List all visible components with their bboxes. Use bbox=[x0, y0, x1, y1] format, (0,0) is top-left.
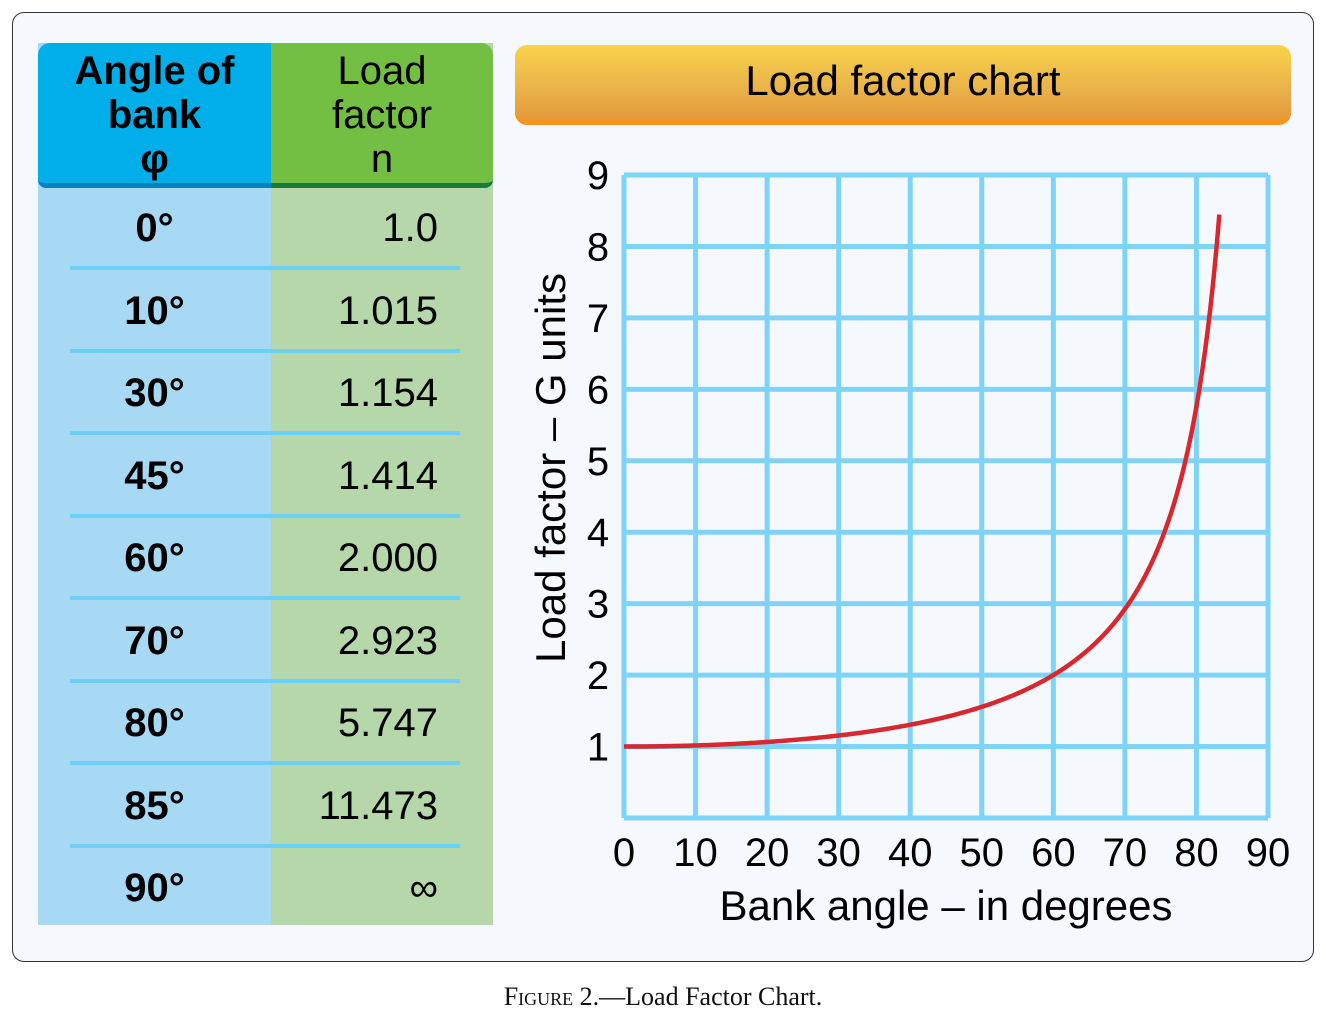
x-tick-label: 60 bbox=[1031, 831, 1076, 875]
y-tick-label: 4 bbox=[587, 511, 609, 555]
bank-angle: 60° bbox=[124, 536, 185, 580]
x-tick-label: 70 bbox=[1103, 831, 1148, 875]
header-line: φ bbox=[140, 137, 169, 181]
header-line: factor bbox=[331, 93, 433, 137]
table-row: 10° 1.015 bbox=[38, 271, 493, 353]
bank-angle: 30° bbox=[124, 371, 185, 415]
x-tick-label: 0 bbox=[613, 831, 635, 875]
y-tick-label: 3 bbox=[587, 583, 609, 627]
table-row: 70° 2.923 bbox=[38, 601, 493, 683]
row-divider bbox=[70, 843, 460, 848]
y-tick-label: 7 bbox=[587, 297, 609, 341]
x-tick-label: 80 bbox=[1174, 831, 1219, 875]
figure-caption: Figure 2.—Load Factor Chart. bbox=[0, 982, 1326, 1012]
bank-angle: 80° bbox=[124, 701, 185, 745]
angle-header: Angle of bank φ bbox=[38, 43, 271, 188]
y-tick-label: 9 bbox=[587, 154, 609, 198]
x-tick-label: 10 bbox=[673, 831, 718, 875]
table-row: 80° 5.747 bbox=[38, 683, 493, 765]
bank-angle: 85° bbox=[124, 783, 185, 828]
table-row: 45° 1.414 bbox=[38, 436, 493, 518]
x-tick-label: 30 bbox=[816, 831, 861, 875]
load-factor-value: 5.747 bbox=[337, 701, 438, 745]
row-divider bbox=[70, 513, 460, 518]
table-row: 0° 1.0 bbox=[38, 188, 493, 270]
load-factor-table: Angle of bank φ Load factor n 0° 1.0 10° 1.015 3… bbox=[38, 43, 493, 925]
x-tick-label: 40 bbox=[888, 831, 933, 875]
load-factor-value: 1.015 bbox=[337, 288, 438, 333]
load-factor-value: 1.154 bbox=[337, 371, 438, 415]
header-line: Angle of bbox=[74, 49, 235, 93]
row-divider bbox=[70, 596, 460, 600]
row-divider bbox=[70, 266, 460, 270]
bank-angle: 0° bbox=[135, 206, 174, 250]
load-factor-value: 2.000 bbox=[337, 536, 438, 580]
angle-column bbox=[38, 43, 271, 925]
load-factor-value: 11.473 bbox=[318, 783, 438, 828]
bank-angle: 10° bbox=[124, 288, 185, 333]
row-divider bbox=[70, 761, 460, 765]
y-tick-label: 8 bbox=[587, 225, 609, 269]
load-factor-value: 1.0 bbox=[382, 206, 438, 250]
y-tick-label: 5 bbox=[587, 440, 609, 484]
load-factor-curve bbox=[623, 214, 1222, 749]
x-tick-label: 20 bbox=[745, 831, 790, 875]
load-factor-value: 1.414 bbox=[337, 453, 438, 498]
table-row: 60° 2.000 bbox=[38, 518, 493, 600]
row-divider bbox=[70, 431, 460, 435]
bank-angle: 70° bbox=[124, 618, 185, 663]
y-tick-label: 2 bbox=[587, 654, 609, 698]
chart-title: Load factor chart bbox=[515, 45, 1291, 125]
row-divider bbox=[70, 348, 460, 353]
y-tick-label: 6 bbox=[587, 368, 609, 412]
x-tick-label: 50 bbox=[960, 831, 1005, 875]
bank-angle: 90° bbox=[124, 866, 185, 910]
header-line: Load bbox=[337, 49, 427, 93]
load-header: Load factor n bbox=[271, 43, 493, 188]
load-factor-value: 2.923 bbox=[337, 618, 438, 663]
header-line: n bbox=[370, 137, 394, 181]
load-factor-value: ∞ bbox=[409, 866, 438, 910]
header-line: bank bbox=[107, 93, 202, 137]
x-tick-label: 90 bbox=[1246, 831, 1291, 875]
caption-text: —Load Factor Chart. bbox=[599, 982, 823, 1011]
y-axis-label: Load factor – G units bbox=[527, 273, 574, 663]
row-divider bbox=[70, 678, 460, 683]
table-row: 30° 1.154 bbox=[38, 353, 493, 435]
table-row: 85° 11.473 bbox=[38, 766, 493, 848]
table-row: 90° ∞ bbox=[38, 848, 493, 930]
y-tick-label: 1 bbox=[587, 726, 609, 770]
load-column bbox=[271, 43, 493, 925]
x-axis-label: Bank angle – in degrees bbox=[720, 882, 1173, 929]
caption-prefix: Figure 2. bbox=[503, 982, 600, 1011]
bank-angle: 45° bbox=[124, 453, 185, 498]
